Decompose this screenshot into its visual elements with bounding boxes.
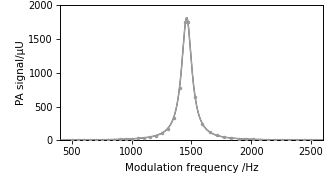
X-axis label: Modulation frequency /Hz: Modulation frequency /Hz	[125, 163, 258, 173]
Y-axis label: PA signal/μU: PA signal/μU	[16, 40, 26, 105]
